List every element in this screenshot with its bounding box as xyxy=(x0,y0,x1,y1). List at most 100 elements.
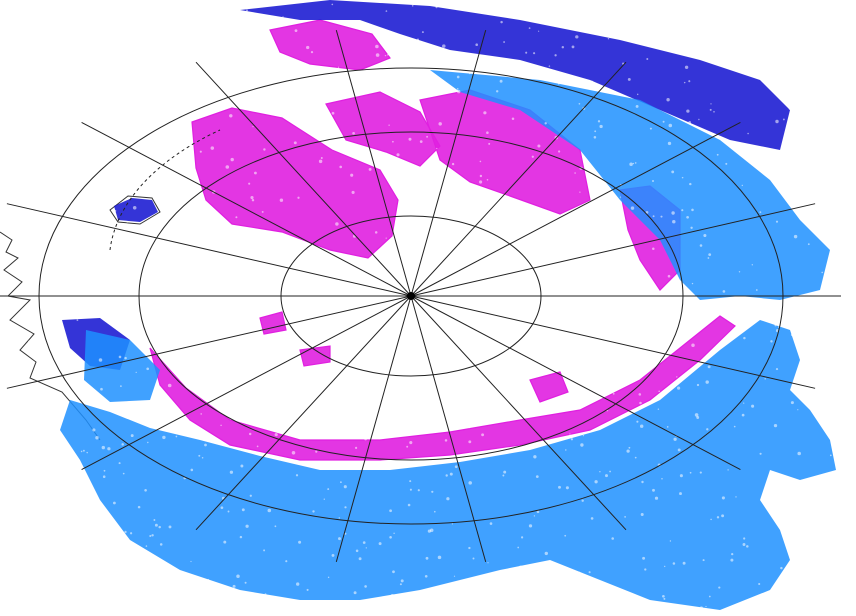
speckle-dot xyxy=(710,103,712,105)
speckle-dot xyxy=(569,433,571,435)
speckle-dot xyxy=(131,119,133,121)
speckle-dot xyxy=(632,162,635,165)
speckle-dot xyxy=(407,93,411,98)
speckle-dot xyxy=(253,242,256,246)
speckle-dot xyxy=(515,252,517,255)
speckle-dot xyxy=(1,601,5,605)
speckle-dot xyxy=(319,313,322,316)
speckle-dot xyxy=(607,37,610,40)
speckle-dot xyxy=(238,262,240,265)
speckle-dot xyxy=(56,147,60,151)
speckle-dot xyxy=(141,0,145,4)
speckle-dot xyxy=(331,111,335,115)
speckle-dot xyxy=(444,439,448,442)
speckle-dot xyxy=(4,367,8,371)
speckle-dot xyxy=(597,267,601,270)
speckle-dot xyxy=(775,119,779,124)
speckle-dot xyxy=(466,329,470,332)
speckle-dot xyxy=(248,182,251,185)
speckle-dot xyxy=(799,596,802,599)
speckle-dot xyxy=(23,329,26,332)
speckle-dot xyxy=(456,173,459,176)
speckle-dot xyxy=(161,398,164,401)
coastline-greenland xyxy=(109,195,161,225)
speckle-dot xyxy=(636,93,639,96)
speckle-dot xyxy=(479,416,483,419)
speckle-dot xyxy=(743,537,746,540)
speckle-dot xyxy=(4,529,9,533)
speckle-dot xyxy=(167,383,172,388)
speckle-dot xyxy=(241,0,245,2)
speckle-dot xyxy=(699,471,702,474)
speckle-dot xyxy=(655,302,658,305)
speckle-dot xyxy=(94,184,96,186)
speckle-dot xyxy=(201,456,204,459)
speckle-dot xyxy=(240,397,243,400)
speckle-dot xyxy=(424,413,427,416)
speckle-dot xyxy=(400,579,404,583)
speckle-dot xyxy=(335,222,339,226)
speckle-dot xyxy=(705,30,708,33)
speckle-dot xyxy=(537,144,541,148)
speckle-dot xyxy=(248,432,252,436)
speckle-dot xyxy=(43,541,46,544)
speckle-dot xyxy=(41,576,45,581)
speckle-dot xyxy=(428,388,430,391)
coastline-layer xyxy=(0,195,161,441)
speckle-dot xyxy=(598,343,602,347)
speckle-dot xyxy=(849,17,853,21)
speckle-dot xyxy=(424,257,426,260)
speckle-dot xyxy=(104,238,108,242)
speckle-dot xyxy=(829,525,831,528)
speckle-dot xyxy=(86,451,88,454)
speckle-dot xyxy=(746,545,749,548)
speckle-dot xyxy=(636,420,639,423)
speckle-dot xyxy=(258,16,262,20)
speckle-dot xyxy=(372,599,376,604)
meridian-line xyxy=(195,295,412,531)
speckle-dot xyxy=(499,79,503,83)
speckle-dot xyxy=(177,307,181,311)
speckle-dot xyxy=(429,528,434,533)
speckle-dot xyxy=(125,111,129,115)
speckle-dot xyxy=(528,524,533,528)
speckle-dot xyxy=(222,10,226,14)
speckle-dot xyxy=(565,301,567,304)
speckle-dot xyxy=(162,229,166,233)
speckle-dot xyxy=(809,555,812,558)
speckle-dot xyxy=(652,488,655,492)
speckle-dot xyxy=(440,321,445,326)
speckle-dot xyxy=(436,147,438,150)
speckle-dot xyxy=(218,380,221,383)
speckle-dot xyxy=(502,474,505,477)
speckle-dot xyxy=(246,9,248,12)
speckle-dot xyxy=(193,75,197,79)
speckle-dot xyxy=(599,471,601,473)
speckle-dot xyxy=(574,172,576,174)
meridian-line xyxy=(81,121,412,297)
speckle-dot xyxy=(209,256,212,259)
speckle-dot xyxy=(481,433,485,437)
speckle-dot xyxy=(137,505,141,509)
speckle-dot xyxy=(120,385,122,387)
speckle-dot xyxy=(51,329,55,333)
speckle-dot xyxy=(12,474,15,477)
speckle-dot xyxy=(407,49,412,53)
speckle-dot xyxy=(790,401,794,405)
speckle-dot xyxy=(396,153,400,157)
speckle-dot xyxy=(48,593,50,596)
speckle-dot xyxy=(708,595,711,598)
speckle-dot xyxy=(434,510,436,513)
speckle-dot xyxy=(435,6,438,9)
speckle-dot xyxy=(633,279,637,283)
speckle-dot xyxy=(794,390,799,395)
speckle-dot xyxy=(33,75,37,79)
speckle-dot xyxy=(850,521,853,525)
speckle-dot xyxy=(64,66,67,69)
speckle-dot xyxy=(104,71,107,74)
speckle-dot xyxy=(461,207,464,210)
speckle-dot xyxy=(23,264,28,268)
speckle-dot xyxy=(128,31,130,34)
speckle-dot xyxy=(16,208,18,211)
speckle-dot xyxy=(323,498,325,500)
